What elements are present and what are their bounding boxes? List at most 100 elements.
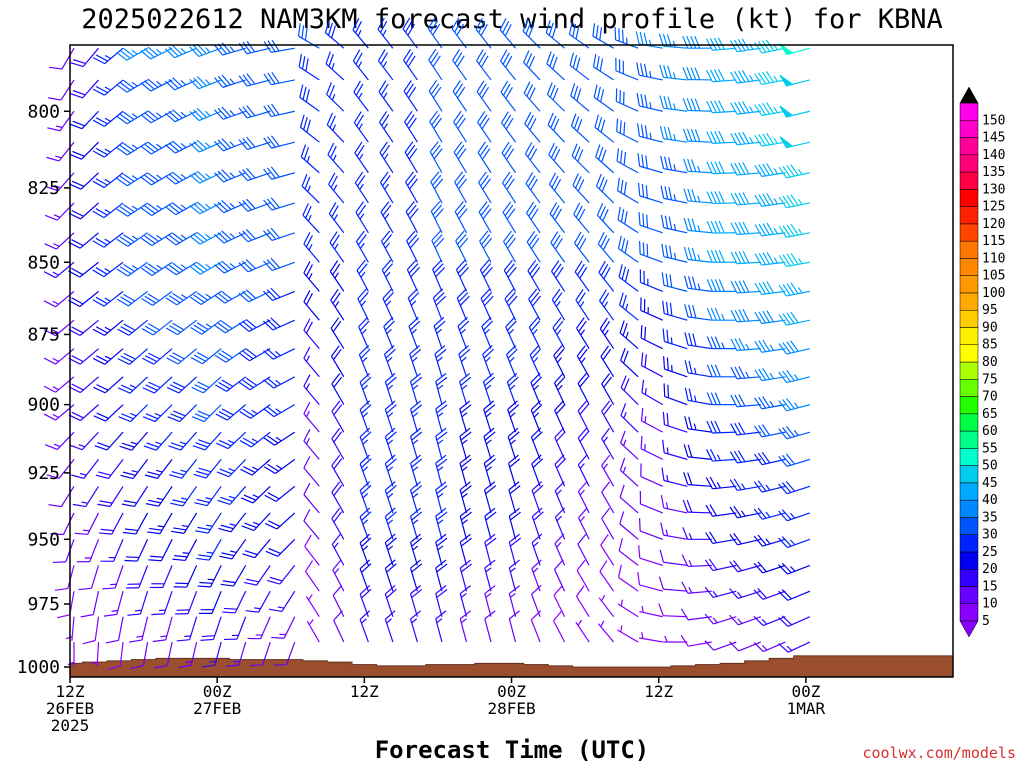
wind-barb bbox=[554, 427, 566, 460]
colorbar-tick-label: 130 bbox=[982, 182, 1005, 197]
ground-surface bbox=[69, 655, 954, 678]
wind-barb bbox=[198, 590, 222, 614]
wind-barb bbox=[531, 584, 542, 617]
colorbar-tick-label: 95 bbox=[982, 303, 998, 318]
wind-barb bbox=[82, 616, 100, 645]
wind-barb bbox=[778, 589, 811, 601]
wind-barb bbox=[754, 163, 786, 178]
wind-barb bbox=[482, 344, 494, 378]
wind-barb bbox=[189, 201, 222, 215]
wind-barb bbox=[505, 316, 517, 349]
wind-barb bbox=[620, 403, 639, 433]
wind-barb bbox=[193, 458, 222, 479]
wind-barb bbox=[353, 80, 369, 112]
wind-barb bbox=[164, 77, 197, 91]
colorbar-swatch bbox=[959, 568, 979, 587]
wind-barb bbox=[325, 51, 345, 81]
wind-barb bbox=[169, 458, 198, 479]
x-tick-label: 12Z bbox=[350, 682, 379, 701]
wind-barb bbox=[164, 140, 197, 154]
wind-barb bbox=[455, 259, 470, 292]
wind-barb bbox=[617, 599, 639, 618]
colorbar-swatch bbox=[959, 448, 979, 466]
wind-barb bbox=[659, 64, 688, 81]
wind-barb bbox=[47, 110, 75, 132]
wind-barb bbox=[754, 222, 786, 237]
wind-barb bbox=[167, 404, 198, 423]
wind-barb bbox=[753, 641, 786, 653]
wind-barb bbox=[239, 404, 271, 419]
wind-barb bbox=[615, 57, 639, 81]
wind-barb bbox=[704, 558, 737, 572]
wind-barb bbox=[778, 253, 811, 268]
wind-barb bbox=[456, 288, 470, 321]
colorbar-tick-label: 20 bbox=[982, 562, 998, 577]
wind-barb bbox=[601, 507, 615, 540]
wind-barb bbox=[619, 484, 639, 514]
wind-barb bbox=[598, 594, 615, 618]
wind-barb bbox=[778, 509, 811, 522]
colorbar-swatch bbox=[959, 413, 979, 432]
wind-barb bbox=[662, 439, 688, 460]
wind-barb bbox=[683, 275, 712, 292]
colorbar-swatch bbox=[959, 361, 979, 380]
wind-barb bbox=[92, 261, 124, 278]
wind-barb bbox=[553, 345, 566, 378]
x-axis-label: Forecast Time (UTC) bbox=[375, 736, 650, 764]
wind-barb bbox=[553, 372, 566, 405]
wind-barb bbox=[262, 257, 295, 272]
wind-barb bbox=[429, 110, 443, 143]
wind-barb bbox=[730, 162, 761, 176]
wind-barb bbox=[117, 376, 148, 394]
colorbar-tick-label: 75 bbox=[982, 372, 998, 387]
wind-barb bbox=[662, 411, 688, 433]
wind-barb bbox=[98, 512, 124, 535]
wind-barb bbox=[68, 319, 99, 337]
wind-barb bbox=[409, 585, 423, 617]
wind-barb bbox=[332, 585, 345, 618]
wind-barb bbox=[242, 538, 271, 559]
wind-barb bbox=[683, 246, 712, 263]
wind-barb bbox=[141, 290, 173, 306]
wind-barb bbox=[729, 69, 761, 84]
wind-barb bbox=[524, 111, 541, 143]
wind-barb bbox=[300, 144, 320, 174]
wind-barb bbox=[117, 348, 148, 365]
wind-barb bbox=[359, 372, 372, 405]
wind-barb bbox=[459, 481, 472, 514]
wind-barb bbox=[546, 51, 566, 81]
wind-barb bbox=[141, 319, 173, 336]
wind-barb bbox=[216, 431, 247, 450]
wind-barb bbox=[570, 113, 590, 143]
wind-barb bbox=[508, 481, 521, 514]
wind-barb bbox=[355, 230, 369, 263]
wind-barb bbox=[638, 545, 663, 566]
wind-barb bbox=[576, 317, 590, 349]
wind-barb bbox=[165, 261, 197, 276]
wind-barb bbox=[140, 261, 173, 276]
wind-barb bbox=[617, 235, 639, 263]
wind-barb bbox=[640, 407, 664, 433]
wind-barb bbox=[43, 404, 75, 421]
wind-barb bbox=[409, 559, 423, 592]
colorbar-tick-label: 85 bbox=[982, 338, 998, 353]
wind-barb bbox=[152, 616, 173, 643]
x-tick-label: 12Z bbox=[56, 682, 85, 701]
wind-barb bbox=[548, 142, 566, 174]
wind-barb bbox=[548, 172, 566, 204]
wind-barb bbox=[638, 632, 663, 643]
wind-barb bbox=[477, 141, 492, 174]
wind-barb bbox=[124, 539, 149, 562]
wind-barb bbox=[191, 404, 222, 423]
colorbar-swatch bbox=[959, 189, 979, 207]
y-tick-label: 850 bbox=[27, 252, 60, 273]
wind-barb bbox=[683, 188, 712, 204]
wind-barb bbox=[452, 48, 467, 81]
wind-barb bbox=[507, 400, 520, 433]
wind-barb bbox=[617, 625, 639, 643]
wind-barb bbox=[303, 318, 320, 350]
x-tick-label: 1MAR bbox=[787, 699, 826, 718]
wind-barb bbox=[639, 605, 663, 618]
colorbar-swatch bbox=[959, 309, 979, 328]
wind-barb bbox=[331, 507, 345, 540]
